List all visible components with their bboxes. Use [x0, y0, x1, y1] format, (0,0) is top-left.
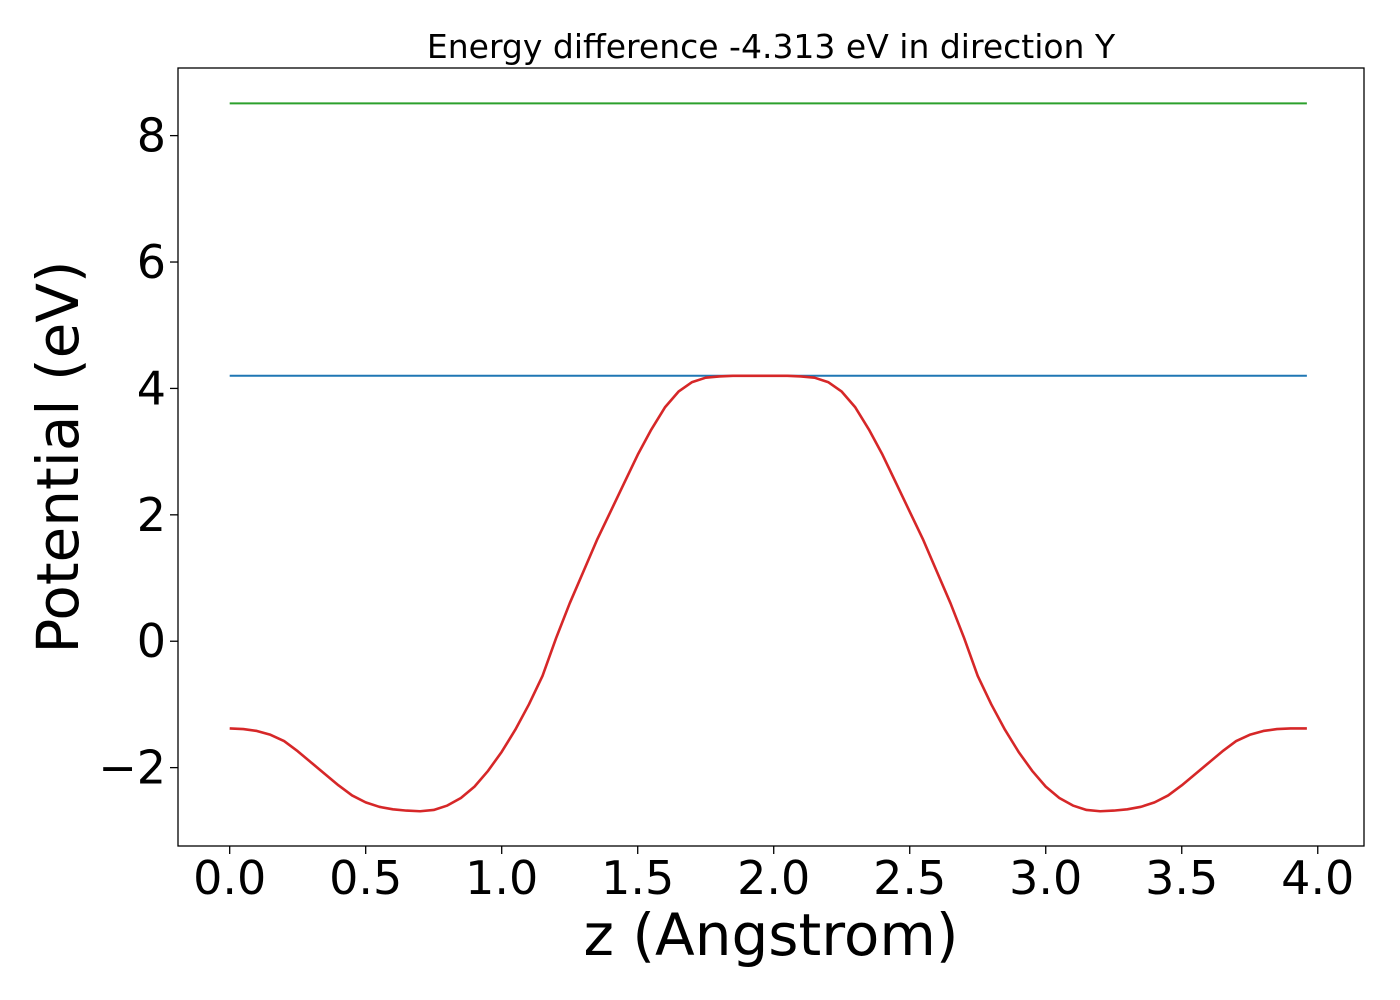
x-axis-label: z (Angstrom)	[584, 901, 959, 969]
x-tick-label: 2.5	[873, 851, 946, 905]
x-tick-label: 2.0	[737, 851, 810, 905]
x-tick-label: 3.5	[1145, 851, 1218, 905]
chart-title: Energy difference -4.313 eV in direction…	[427, 27, 1116, 66]
x-tick-label: 1.0	[465, 851, 538, 905]
y-tick-label: 4	[137, 361, 166, 415]
x-tick-label: 4.0	[1281, 851, 1354, 905]
plot-frame	[177, 67, 1365, 847]
series-line-3	[229, 374, 1307, 813]
y-tick-label: −2	[98, 741, 166, 795]
x-tick-label: 0.5	[329, 851, 402, 905]
x-axis-ticks: 0.0 0.5 1.0 1.5 2.0 2.5 3.0 3.5 4.0	[193, 846, 1354, 905]
y-tick-label: 8	[137, 109, 166, 163]
series-layer	[229, 102, 1307, 813]
x-tick-label: 3.0	[1009, 851, 1082, 905]
y-tick-label: 2	[137, 488, 166, 542]
y-tick-label: 6	[137, 235, 166, 289]
y-tick-label: 0	[137, 614, 166, 668]
x-tick-label: 1.5	[601, 851, 674, 905]
x-tick-label: 0.0	[193, 851, 266, 905]
y-axis-ticks: −2 0 2 4 6 8	[98, 109, 178, 795]
y-axis-label: Potential (eV)	[24, 260, 92, 653]
